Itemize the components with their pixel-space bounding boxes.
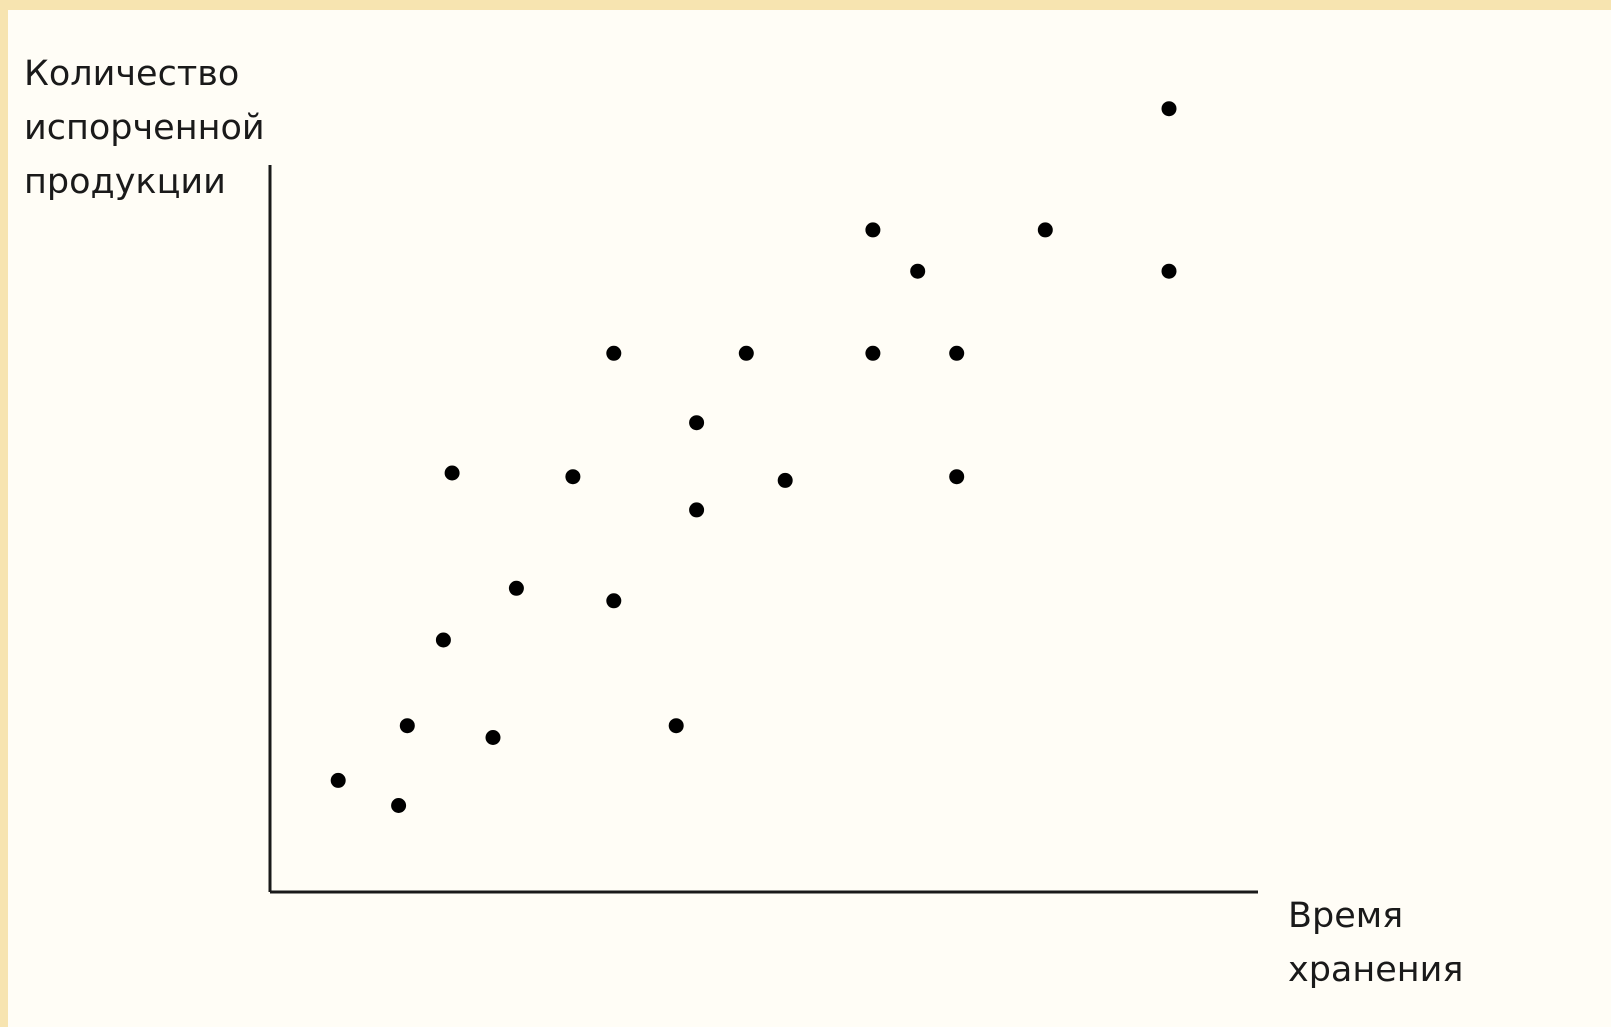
scatter-point	[399, 718, 415, 734]
x-axis-label-line-1: Время	[1288, 896, 1403, 936]
scatter-point	[606, 593, 622, 609]
scatter-point	[1037, 222, 1053, 238]
y-axis-label-line-2: испорченной	[24, 108, 265, 148]
scatter-point	[435, 632, 451, 648]
scatter-point	[508, 580, 524, 596]
scatter-point	[444, 465, 460, 481]
slide-frame-left	[0, 0, 8, 1027]
scatter-point	[865, 222, 881, 238]
scatter-point	[910, 263, 926, 279]
slide-frame-top	[0, 0, 1611, 10]
scatter-point	[330, 772, 346, 788]
scatter-point	[738, 345, 754, 361]
scatter-point	[606, 345, 622, 361]
scatter-point	[668, 718, 684, 734]
scatter-point	[1161, 263, 1177, 279]
scatter-point	[865, 345, 881, 361]
scatter-point	[949, 345, 965, 361]
scatter-point	[689, 502, 705, 518]
x-axis-label-line-2: хранения	[1288, 950, 1463, 990]
y-axis-label-line-3: продукции	[24, 162, 226, 202]
scatter-point	[777, 472, 793, 488]
scatter-point	[689, 415, 705, 431]
scatter-point	[565, 469, 581, 485]
scatter-point	[1161, 101, 1177, 117]
y-axis-label-line-1: Количество	[24, 54, 239, 94]
scatter-point	[485, 730, 501, 745]
scatter-points	[330, 101, 1177, 813]
scatter-point	[949, 469, 965, 485]
scatter-point	[391, 798, 407, 813]
